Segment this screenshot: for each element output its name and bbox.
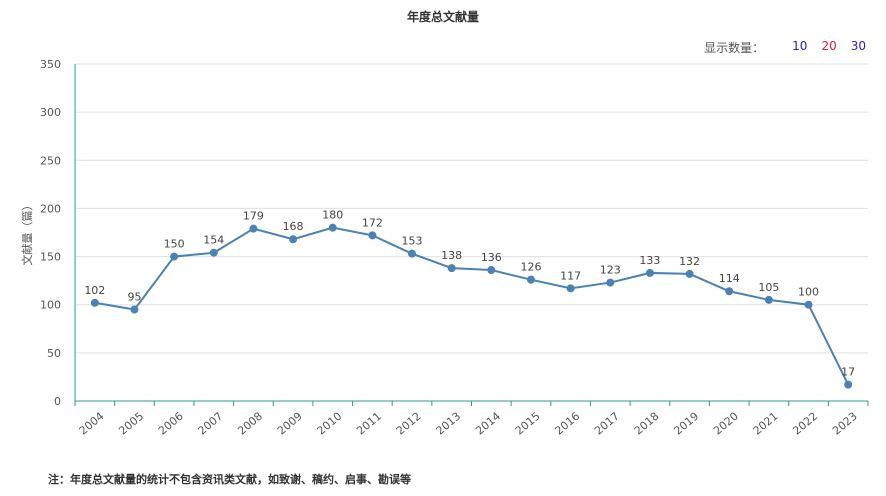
data-point (249, 224, 258, 233)
data-label: 136 (481, 251, 502, 264)
y-tick-label: 300 (40, 106, 61, 119)
x-tick-label: 2008 (235, 410, 265, 438)
x-tick-label: 2016 (552, 410, 582, 438)
data-point (90, 298, 99, 307)
x-tick-label: 2013 (434, 410, 464, 438)
y-tick-label: 100 (40, 299, 61, 312)
data-label: 95 (127, 291, 141, 304)
data-point (487, 266, 496, 275)
x-tick-label: 2004 (77, 410, 107, 438)
x-tick-label: 2005 (116, 410, 146, 438)
x-tick-label: 2020 (711, 410, 741, 438)
y-tick-label: 200 (40, 202, 61, 215)
data-point (368, 231, 377, 240)
data-point (170, 252, 179, 261)
data-label: 102 (84, 284, 105, 297)
x-tick-label: 2019 (671, 410, 701, 438)
data-point (725, 287, 734, 296)
y-tick-label: 0 (54, 395, 61, 408)
data-point (804, 300, 813, 309)
data-point (526, 275, 535, 284)
y-axis-label: 文献量（篇） (20, 200, 34, 266)
chart-title: 年度总文献量 (406, 10, 479, 24)
data-label: 138 (441, 249, 462, 262)
data-label: 117 (560, 269, 581, 282)
data-label: 154 (203, 234, 224, 247)
data-label: 180 (322, 209, 343, 222)
x-tick-label: 2006 (156, 410, 186, 438)
x-tick-label: 2011 (354, 410, 384, 438)
y-tick-label: 350 (40, 58, 61, 71)
x-tick-label: 2010 (315, 410, 345, 438)
x-tick-label: 2015 (513, 410, 543, 438)
data-point (566, 284, 575, 293)
data-label: 168 (283, 220, 304, 233)
x-tick-label: 2017 (592, 410, 622, 438)
x-tick-label: 2018 (632, 410, 662, 438)
data-label: 105 (758, 281, 779, 294)
footnote: 注：年度总文献量的统计不包含资讯类文献，如致谢、稿约、启事、勘误等 (48, 473, 411, 486)
x-tick-label: 2014 (473, 410, 503, 438)
y-tick-label: 250 (40, 154, 61, 167)
display-count-option-20[interactable]: 20 (821, 39, 837, 53)
series-line (94, 226, 850, 386)
display-count-option-30[interactable]: 30 (850, 39, 866, 53)
data-point (685, 269, 694, 278)
x-tick-label: 2023 (830, 410, 860, 438)
display-count-selector: 显示数量： 10 20 30 (704, 39, 866, 56)
display-count-option-10[interactable]: 10 (792, 39, 808, 53)
y-tick-label: 50 (47, 347, 61, 360)
x-tick-label: 2012 (394, 410, 424, 438)
data-label: 126 (520, 261, 541, 274)
data-label: 179 (243, 210, 264, 223)
data-label: 133 (639, 254, 660, 267)
x-tick-label: 2021 (751, 410, 781, 438)
data-label: 153 (402, 235, 423, 248)
data-point (209, 248, 218, 257)
data-label: 17 (841, 366, 855, 379)
line-chart: 0 50 100 150 200 250 300 350 2004 2005 2006 2007 200… (20, 58, 869, 438)
data-label: 132 (679, 255, 700, 268)
data-point (764, 295, 773, 304)
data-label: 100 (798, 286, 819, 299)
data-point (606, 278, 615, 287)
display-count-label: 显示数量： (704, 41, 765, 55)
data-point (408, 249, 417, 258)
data-label: 172 (362, 216, 383, 229)
x-tick-label: 2009 (275, 410, 305, 438)
data-point (130, 305, 139, 314)
data-point (289, 235, 298, 244)
x-tick-label: 2007 (196, 410, 226, 438)
data-label: 123 (600, 264, 621, 277)
data-point (844, 380, 853, 389)
data-point (645, 268, 654, 277)
data-point (447, 264, 456, 273)
y-tick-label: 150 (40, 251, 61, 264)
data-point (328, 223, 337, 232)
data-label: 114 (719, 272, 740, 285)
x-tick-label: 2022 (790, 410, 820, 438)
data-label: 150 (164, 238, 185, 251)
